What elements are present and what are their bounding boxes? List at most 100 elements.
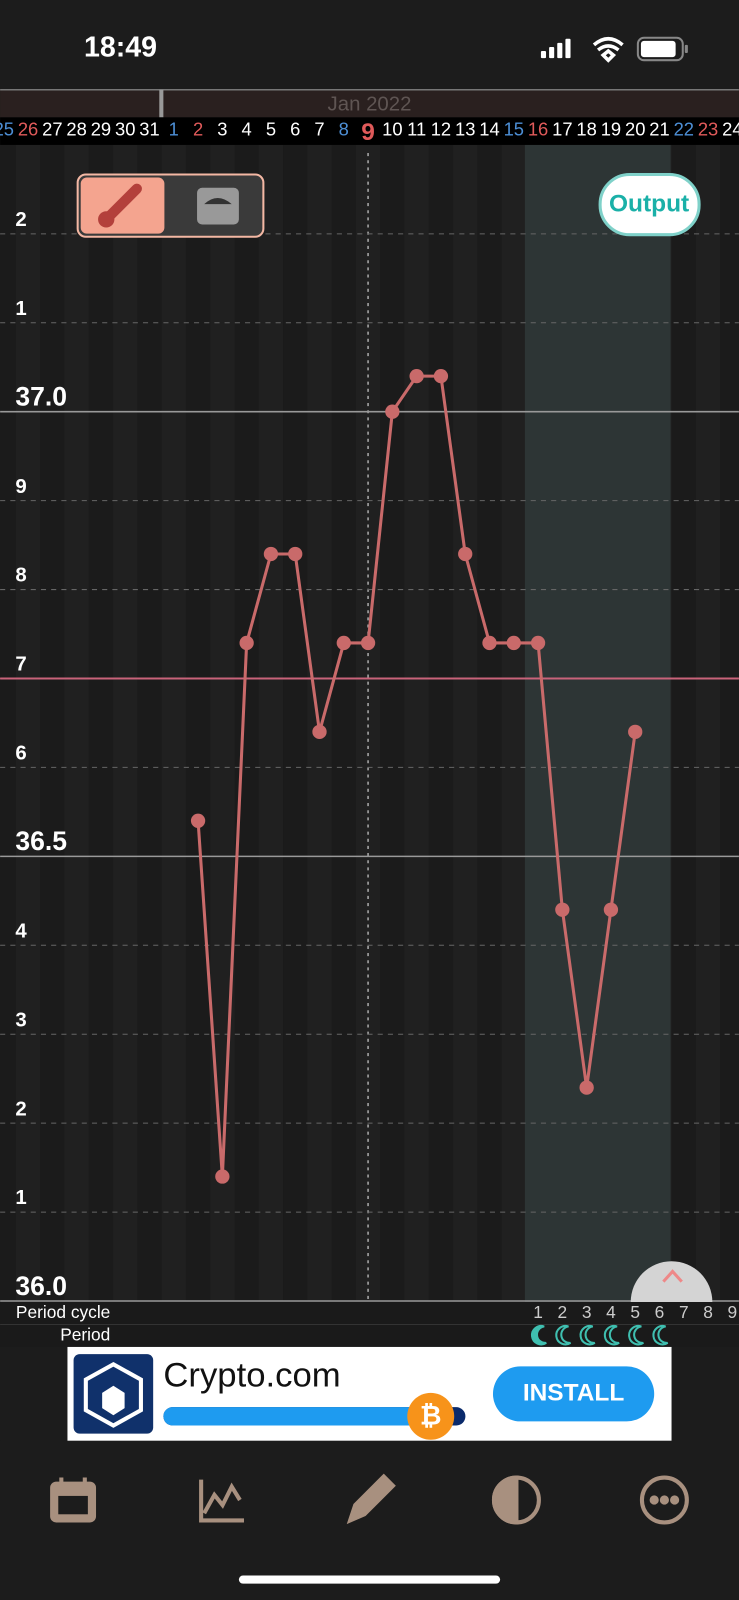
output-label[interactable]: Output [609,191,689,218]
date-label: 17 [552,118,572,139]
date-label: 7 [314,118,324,139]
temperature-point [385,404,400,419]
date-label: 5 [266,118,276,139]
date-label: 10 [382,118,402,139]
temperature-point [579,1080,594,1095]
temperature-point [336,635,351,651]
day-column [0,144,16,1302]
day-column [185,144,211,1302]
month-label: Jan 2022 [328,93,412,115]
day-column [258,144,284,1302]
day-column [380,144,405,1302]
y-tick-label: 3 [15,1009,26,1031]
cycle-day: 5 [630,1302,640,1322]
cycle-day: 4 [606,1302,616,1322]
date-label: 23 [698,118,718,139]
day-column [40,144,65,1302]
temperature-point [603,902,619,917]
date-label: 6 [290,118,300,139]
date-label: 25 [0,118,14,139]
day-column [720,144,739,1302]
temperature-point [506,635,521,651]
ad-brand[interactable]: Crypto.com [163,1357,340,1395]
date-label: 18 [576,118,596,139]
day-column [428,144,454,1302]
temperature-point [215,1169,230,1184]
date-label: 24 [722,118,739,139]
day-column [404,144,429,1302]
day-column [477,144,502,1302]
y-tick-label: 36.5 [15,826,67,856]
day-column [453,144,478,1302]
temperature-point [239,635,254,651]
y-tick-label: 1 [15,1187,26,1209]
date-label: 12 [431,118,451,139]
date-label: 26 [18,118,38,139]
more-tab[interactable] [639,1475,689,1525]
period-cycle-label: Period cycle [16,1302,110,1322]
y-tick-label: 1 [15,298,26,320]
temperature-point [433,368,449,384]
cycle-day: 6 [655,1302,665,1322]
y-tick-label: 37.0 [15,381,67,411]
mode-toggle[interactable] [76,173,265,238]
day-column [137,144,162,1302]
cycle-day: 3 [582,1302,592,1322]
temperature-point [530,635,546,651]
date-label: 13 [455,118,475,139]
y-tick-label: 2 [15,209,26,231]
day-column [210,144,235,1302]
day-column [695,144,721,1302]
day-column [355,144,381,1302]
cycle-day: 9 [728,1302,738,1322]
cycle-day: 7 [679,1302,689,1322]
date-label: 30 [115,118,135,139]
date-label: 2 [193,118,203,139]
period-moon [579,1325,596,1346]
cycle-band [524,144,671,1346]
date-label: 14 [479,118,499,139]
date-label: 29 [91,118,111,139]
month-bar [0,89,739,118]
date-label: 20 [625,118,645,139]
edit-tab[interactable] [346,1473,396,1525]
temperature-point [409,368,424,384]
ad-banner[interactable]: Crypto.com ₿ INSTALL [67,1346,672,1441]
day-column [88,144,114,1302]
graph-tab[interactable] [199,1479,244,1523]
status-time: 18:49 [84,32,157,64]
day-column [671,144,696,1302]
plot: 2526272829303112345678910111213141516171… [0,118,739,1345]
temperature-point [555,902,570,917]
calendar-tab[interactable] [50,1477,97,1523]
wifi-icon [592,36,624,63]
day-column [161,144,186,1302]
tab-bar [0,1440,739,1600]
scroll-up-button[interactable] [630,1261,713,1303]
cycle-day: 8 [703,1302,713,1322]
y-tick-label: 7 [15,654,26,676]
ad-install[interactable]: INSTALL [523,1379,625,1406]
timeline-marker [159,89,164,118]
date-label: 11 [407,118,426,139]
period-moon [628,1325,644,1346]
signal-icon [540,38,571,59]
date-label: 15 [504,118,524,139]
output-button[interactable]: Output [598,172,701,237]
date-label: 31 [139,118,159,139]
temperature-point [482,635,497,651]
y-tick-label: 2 [15,1098,26,1120]
date-label: 4 [242,118,252,139]
day-column [234,144,259,1302]
date-label: 8 [339,118,349,139]
day-column [501,144,526,1302]
temperature-point [190,813,206,828]
cycle-tab[interactable] [491,1475,541,1525]
y-tick-label: 6 [15,743,26,765]
date-label: 9 [361,119,375,146]
day-column [64,144,89,1302]
temperature-point [628,724,643,739]
